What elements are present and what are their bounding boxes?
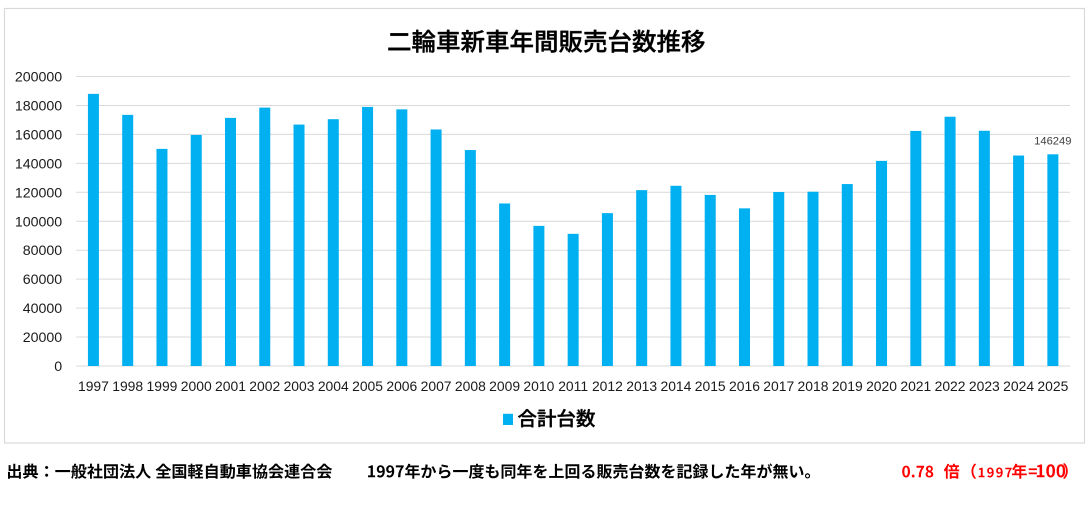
svg-text:0: 0: [54, 359, 62, 375]
svg-text:100000: 100000: [15, 214, 62, 230]
svg-text:2006: 2006: [386, 378, 417, 394]
svg-text:2021: 2021: [900, 378, 931, 394]
svg-text:2018: 2018: [798, 378, 829, 394]
svg-text:2015: 2015: [695, 378, 726, 394]
svg-text:2020: 2020: [866, 378, 897, 394]
svg-text:2023: 2023: [969, 378, 1000, 394]
svg-text:20000: 20000: [23, 330, 63, 346]
svg-text:1997: 1997: [78, 378, 109, 394]
svg-text:2019: 2019: [832, 378, 863, 394]
svg-text:2010: 2010: [523, 378, 554, 394]
svg-text:2004: 2004: [318, 378, 349, 394]
svg-text:2016: 2016: [729, 378, 760, 394]
svg-text:180000: 180000: [15, 98, 62, 114]
svg-text:80000: 80000: [23, 243, 63, 259]
svg-text:2007: 2007: [421, 378, 452, 394]
svg-text:2001: 2001: [215, 378, 246, 394]
svg-text:2012: 2012: [592, 378, 623, 394]
svg-text:2013: 2013: [626, 378, 657, 394]
svg-text:160000: 160000: [15, 127, 62, 143]
svg-text:2024: 2024: [1003, 378, 1034, 394]
svg-text:2014: 2014: [660, 378, 691, 394]
svg-text:120000: 120000: [15, 185, 62, 201]
svg-text:2000: 2000: [181, 378, 212, 394]
svg-text:2003: 2003: [284, 378, 315, 394]
svg-text:1999: 1999: [147, 378, 178, 394]
svg-text:2022: 2022: [935, 378, 966, 394]
svg-text:146249: 146249: [1034, 136, 1071, 148]
svg-text:2005: 2005: [352, 378, 383, 394]
svg-text:2025: 2025: [1037, 378, 1068, 394]
svg-text:2008: 2008: [455, 378, 486, 394]
svg-text:2017: 2017: [763, 378, 794, 394]
svg-text:40000: 40000: [23, 301, 63, 317]
svg-text:200000: 200000: [15, 70, 62, 86]
svg-text:2009: 2009: [489, 378, 520, 394]
svg-text:2002: 2002: [249, 378, 280, 394]
svg-text:1998: 1998: [112, 378, 143, 394]
svg-text:140000: 140000: [15, 156, 62, 172]
svg-text:60000: 60000: [23, 272, 63, 288]
svg-text:2011: 2011: [558, 378, 588, 394]
